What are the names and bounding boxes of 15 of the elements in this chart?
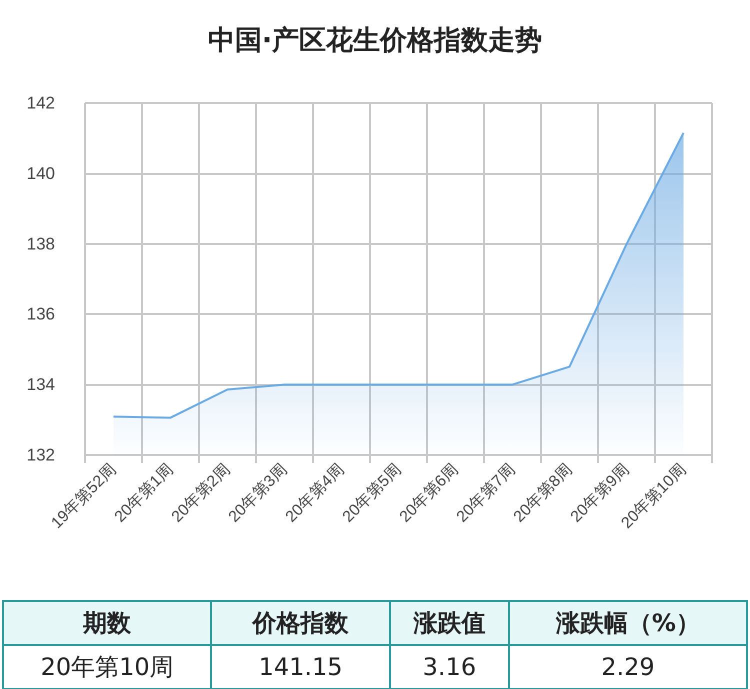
text: 涨跌幅（%） — [508, 601, 747, 645]
chart-title: 中国·产区花生价格指数走势 — [206, 24, 544, 58]
text: 价格指数 — [211, 601, 390, 645]
y-tick-label: 134 — [26, 375, 55, 394]
text: 2.29 — [508, 645, 747, 689]
y-tick-label: 138 — [26, 234, 55, 254]
y-tick-label: 136 — [26, 304, 55, 324]
text: 期数 — [3, 601, 212, 645]
y-tick-label: 132 — [26, 446, 55, 464]
y-tick-label: 142 — [26, 94, 55, 112]
text: 3.16 — [390, 645, 509, 689]
text: 涨跌值 — [390, 601, 509, 645]
text: 141.15 — [211, 645, 390, 689]
text: 20年第10周 — [3, 645, 212, 689]
y-tick-label: 140 — [26, 164, 55, 183]
